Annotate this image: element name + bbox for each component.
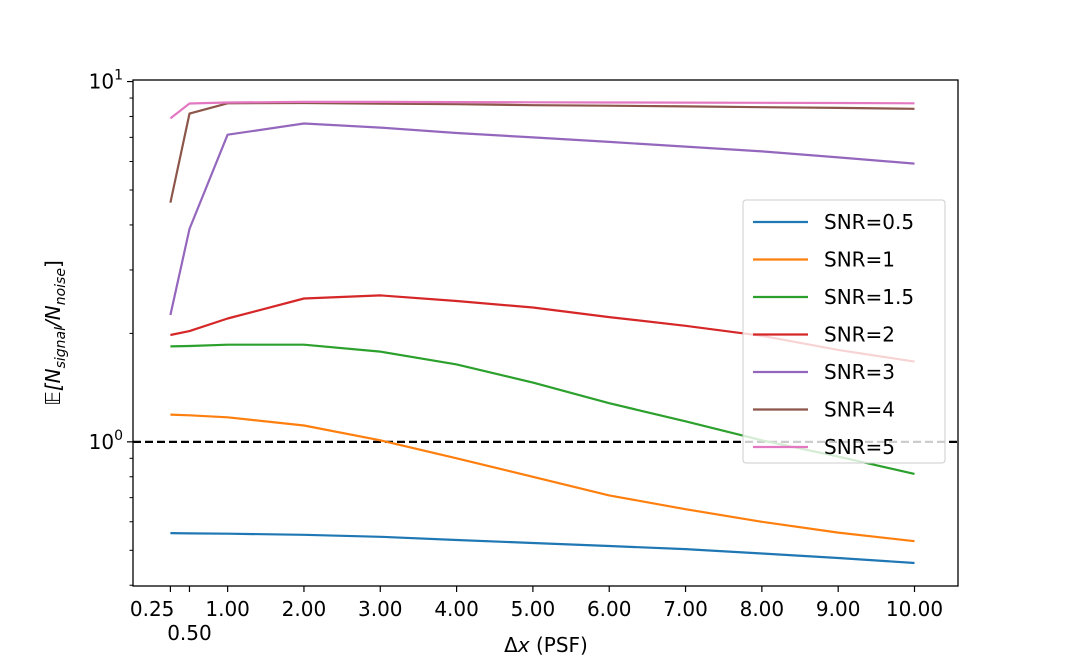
- legend-label: SNR=4: [824, 398, 895, 422]
- x-tick-label: 8.00: [740, 597, 785, 621]
- y-axis-label: 𝔼[Nsignal/Nnoise]: [41, 260, 69, 406]
- x-tick-label: 3.00: [358, 597, 403, 621]
- x-tick-label: 9.00: [816, 597, 861, 621]
- series-line-snr-3: [169, 122, 915, 316]
- legend-label: SNR=3: [824, 360, 895, 384]
- legend-label: SNR=5: [824, 435, 895, 459]
- legend-label: SNR=0.5: [824, 210, 914, 234]
- x-axis-label-part: x: [517, 633, 530, 657]
- x-tick-label: 0.50: [167, 621, 212, 645]
- x-tick-label: 5.00: [511, 597, 556, 621]
- x-axis: 0.250.501.00 2.00 3.00 4.00 5.00 6.00 7.00 8.00…: [130, 586, 943, 645]
- series-line-snr-0-5: [170, 532, 915, 565]
- x-tick-label: 10.00: [886, 597, 943, 621]
- series-line-snr-5: [169, 100, 915, 120]
- series-line-snr-1: [170, 413, 915, 543]
- y-axis: 100 101: [89, 68, 133, 586]
- legend-label: SNR=2: [824, 323, 895, 347]
- legend-box: [742, 199, 946, 464]
- plot-area: [133, 100, 958, 565]
- x-axis-label-part: (PSF): [530, 633, 588, 657]
- x-tick-label: 2.00: [282, 597, 327, 621]
- y-tick-label: 100: [89, 428, 123, 454]
- x-tick-label: 4.00: [434, 597, 479, 621]
- series-line-snr-4: [169, 101, 915, 203]
- x-tick-label: 7.00: [663, 597, 708, 621]
- x-axis-label: Δx (PSF): [504, 633, 588, 657]
- x-axis-label-part: Δ: [504, 633, 518, 657]
- legend-label: SNR=1: [824, 248, 895, 272]
- y-tick-label: 101: [89, 68, 123, 94]
- x-tick-label: 0.25: [130, 597, 175, 621]
- legend: SNR=0.5 SNR=1 SNR=1.5 SNR=2 SNR=3 SNR=4 SNR=5: [742, 199, 946, 464]
- x-tick-label: 1.00: [205, 597, 250, 621]
- x-tick-label: 6.00: [587, 597, 632, 621]
- legend-label: SNR=1.5: [824, 285, 914, 309]
